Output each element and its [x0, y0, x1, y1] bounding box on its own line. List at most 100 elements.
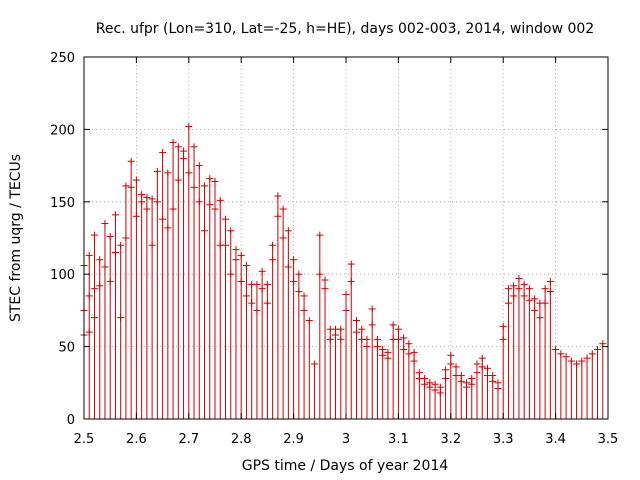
data-point — [463, 383, 471, 391]
data-point — [248, 299, 256, 307]
data-point — [567, 357, 575, 365]
data-point — [138, 191, 146, 199]
data-point — [316, 231, 324, 239]
data-point — [237, 251, 245, 259]
data-point — [132, 176, 140, 184]
data-point — [253, 280, 261, 288]
data-point — [253, 306, 261, 314]
data-point — [274, 212, 282, 220]
data-point — [242, 292, 250, 300]
data-point — [436, 389, 444, 397]
data-point — [515, 275, 523, 283]
data-point — [122, 182, 130, 190]
data-point — [258, 267, 266, 275]
data-point — [90, 231, 98, 239]
data-point — [106, 233, 114, 241]
x-tick-label: 3.3 — [493, 432, 514, 447]
data-point — [127, 183, 135, 191]
data-point — [426, 383, 434, 391]
data-point — [358, 325, 366, 333]
data-point — [405, 350, 413, 358]
data-point — [221, 241, 229, 249]
data-point — [557, 350, 565, 358]
data-point — [153, 198, 161, 206]
data-point — [368, 305, 376, 313]
data-point — [180, 147, 188, 155]
data-point — [599, 340, 607, 348]
data-point — [478, 354, 486, 362]
data-point — [284, 263, 292, 271]
x-tick-label: 3.5 — [598, 432, 619, 447]
data-point — [148, 241, 156, 249]
data-point — [185, 123, 193, 131]
data-point — [106, 277, 114, 285]
data-point — [332, 331, 340, 339]
x-tick-label: 3.4 — [545, 432, 566, 447]
data-point — [489, 377, 497, 385]
data-point — [541, 299, 549, 307]
data-point — [394, 335, 402, 343]
data-point — [263, 299, 271, 307]
data-point — [300, 292, 308, 300]
x-tick-label: 2.5 — [74, 432, 95, 447]
data-point — [85, 292, 93, 300]
x-tick-label: 2.8 — [231, 432, 252, 447]
data-point — [201, 182, 209, 190]
data-point — [546, 277, 554, 285]
data-point — [531, 295, 539, 303]
data-point — [169, 205, 177, 213]
data-point — [90, 314, 98, 322]
data-point — [263, 280, 271, 288]
data-point — [111, 248, 119, 256]
data-point — [305, 317, 313, 325]
x-tick-label: 2.6 — [126, 432, 147, 447]
x-axis-label: GPS time / Days of year 2014 — [242, 458, 449, 474]
data-point — [300, 306, 308, 314]
data-point — [520, 280, 528, 288]
data-point — [541, 285, 549, 293]
data-point — [410, 357, 418, 365]
data-point — [122, 234, 130, 242]
data-point — [583, 354, 591, 362]
data-point — [279, 205, 287, 213]
data-point — [373, 335, 381, 343]
axis-ticks: 0 50 100 150 200 250 2.5 2.6 2.7 2.8 2.9 3 3.1 3.2 3.3… — [50, 51, 618, 447]
data-point — [552, 345, 560, 353]
data-point — [201, 227, 209, 235]
data-point — [190, 183, 198, 191]
data-point — [85, 251, 93, 259]
data-point — [227, 270, 235, 278]
x-tick-label: 3 — [342, 432, 350, 447]
data-point — [447, 360, 455, 368]
data-point — [284, 227, 292, 235]
data-point — [504, 285, 512, 293]
data-point — [442, 374, 450, 382]
data-point — [138, 198, 146, 206]
data-point — [562, 353, 570, 361]
data-point — [389, 321, 397, 329]
data-point — [211, 178, 219, 186]
y-tick-label: 100 — [50, 268, 75, 283]
data-point — [227, 227, 235, 235]
data-point — [169, 138, 177, 146]
data-point — [206, 201, 214, 209]
data-point — [174, 143, 182, 151]
data-point — [546, 288, 554, 296]
data-point — [295, 288, 303, 296]
data-point — [431, 386, 439, 394]
y-tick-label: 200 — [50, 123, 75, 138]
data-point — [269, 256, 277, 264]
y-tick-label: 0 — [67, 413, 75, 428]
data-point — [573, 360, 581, 368]
data-point — [342, 306, 350, 314]
data-point — [337, 325, 345, 333]
data-point — [483, 372, 491, 380]
data-point — [321, 285, 329, 293]
data-point — [159, 215, 167, 223]
data-point — [101, 220, 109, 228]
data-point — [373, 343, 381, 351]
data-point — [499, 322, 507, 330]
data-point — [442, 366, 450, 374]
data-point — [242, 262, 250, 270]
data-point — [457, 377, 465, 385]
